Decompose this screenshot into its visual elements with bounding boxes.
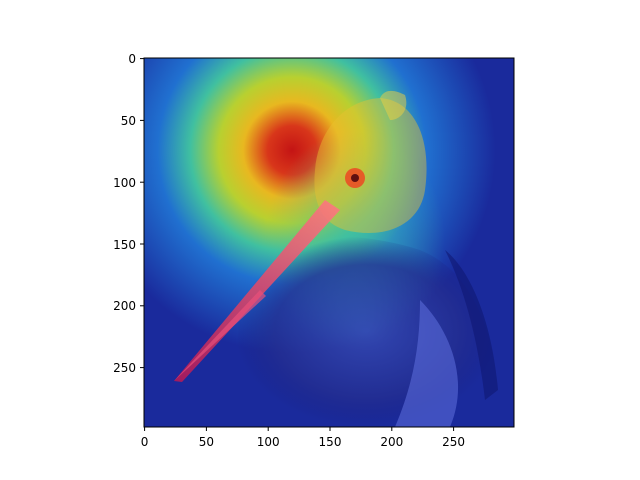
y-tick-label: 0 [128, 52, 136, 66]
y-tick-label: 50 [121, 114, 136, 128]
x-tick-label: 100 [257, 435, 280, 449]
x-tick-label: 50 [199, 435, 214, 449]
x-tick-label: 200 [380, 435, 403, 449]
x-tick-label: 0 [141, 435, 149, 449]
y-tick-label: 150 [113, 238, 136, 252]
x-tick-label: 250 [442, 435, 465, 449]
heatmap-image [144, 58, 514, 427]
plot-frame [143, 57, 515, 428]
y-tick-label: 100 [113, 176, 136, 190]
y-tick-label: 200 [113, 299, 136, 313]
y-tick-label: 250 [113, 361, 136, 375]
y-axis: 0 50 100 150 200 250 [113, 52, 144, 375]
x-tick-label: 150 [319, 435, 342, 449]
x-axis: 0 50 100 150 200 250 [141, 427, 465, 449]
